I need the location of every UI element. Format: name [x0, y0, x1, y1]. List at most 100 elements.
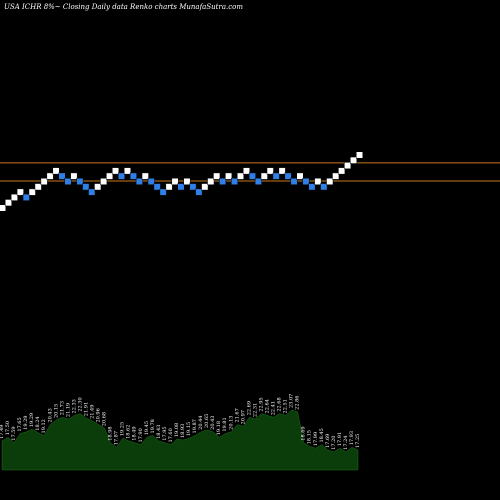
volume-label: 20.13	[228, 415, 234, 429]
volume-label: 18.62	[126, 425, 132, 439]
volume-label: 18.69	[301, 426, 307, 440]
renko-brick-down	[135, 177, 143, 185]
volume-label: 22.69	[246, 401, 252, 415]
volume-label: 19.12	[41, 419, 47, 433]
volume-label: 17.99	[313, 432, 319, 446]
volume-label: 18.43	[156, 425, 162, 439]
volume-label: 19.45	[144, 421, 150, 435]
volume-label: 20.68	[102, 412, 108, 426]
renko-brick-up	[94, 183, 102, 191]
volume-label: 17.25	[355, 434, 361, 448]
volume-label: 19.18	[216, 421, 222, 435]
renko-brick-up	[338, 167, 346, 175]
volume-label: 20.96	[96, 408, 102, 422]
renko-brick-up	[207, 177, 215, 185]
volume-label: 22.31	[252, 403, 258, 417]
volume-label: 22.95	[258, 397, 264, 411]
renko-brick-down	[64, 177, 72, 185]
renko-brick-up	[356, 151, 363, 159]
chart-title: USA ICHR 8%~ Closing Daily data Renko ch…	[4, 3, 243, 11]
volume-label: 21.19	[65, 403, 71, 417]
volume-label: 21.73	[59, 401, 65, 415]
renko-brick-up	[344, 162, 352, 170]
renko-brick-up	[201, 183, 209, 191]
renko-brick-up	[46, 172, 54, 180]
renko-brick-down	[248, 172, 256, 180]
renko-brick-down	[58, 172, 66, 180]
renko-brick-down	[284, 172, 292, 180]
renko-brick-down	[195, 188, 203, 196]
volume-label: 21.49	[90, 405, 96, 419]
volume-label: 19.78	[150, 419, 156, 433]
volume-label: 19.29	[23, 415, 29, 429]
renko-brick-up	[100, 177, 108, 185]
renko-brick-up	[266, 167, 274, 175]
volume-label: 20.97	[240, 410, 246, 424]
renko-brick-down	[22, 193, 30, 201]
renko-brick-up	[141, 172, 149, 180]
renko-brick-down	[320, 183, 328, 191]
renko-brick-down	[76, 177, 84, 185]
volume-label: 18.93	[180, 424, 186, 438]
volume-label: 22.68	[277, 397, 283, 411]
renko-brick-up	[112, 167, 120, 175]
volume-area	[1, 409, 359, 471]
volume-label: 17.20	[331, 435, 337, 449]
volume-label: 22.33	[71, 399, 77, 413]
volume-label: 17.91	[337, 432, 343, 446]
renko-brick-up	[296, 172, 304, 180]
renko-bricks	[0, 151, 363, 212]
renko-brick-up	[225, 172, 233, 180]
volume-label: 17.90	[138, 428, 144, 442]
volume-label: 20.43	[47, 408, 53, 422]
volume-label: 17.93	[349, 431, 355, 445]
volume-label: 20.44	[198, 415, 204, 429]
renko-brick-down	[219, 177, 227, 185]
renko-brick-down	[290, 177, 298, 185]
volume-label: 19.08	[174, 423, 180, 437]
renko-brick-up	[213, 172, 221, 180]
volume-label: 23.07	[289, 394, 295, 408]
volume-label: 22.41	[271, 401, 277, 415]
renko-brick-down	[88, 188, 96, 196]
renko-brick-down	[231, 177, 239, 185]
volume-label: 20.65	[204, 414, 210, 428]
volume-label: 21.91	[83, 402, 89, 416]
renko-brick-up	[237, 172, 244, 180]
volume-label: 19.15	[186, 422, 192, 436]
volume-label: 19.29	[29, 413, 35, 427]
renko-brick-up	[4, 199, 12, 207]
renko-brick-down	[118, 172, 125, 180]
volume-label: 19.87	[192, 419, 198, 433]
renko-brick-up	[28, 188, 36, 196]
renko-brick-down	[82, 183, 90, 191]
renko-brick-up	[70, 172, 78, 180]
renko-brick-up	[326, 177, 334, 185]
renko-brick-up	[332, 172, 340, 180]
volume-label: 20.43	[210, 415, 216, 429]
renko-brick-down	[254, 177, 262, 185]
volume-label: 17.87	[114, 431, 120, 445]
volume-label: 20.15	[53, 404, 59, 418]
renko-brick-up	[52, 167, 60, 175]
volume-label: 18.49	[132, 426, 138, 440]
renko-brick-up	[40, 177, 48, 185]
renko-brick-up	[16, 188, 24, 196]
renko-brick-up	[350, 156, 358, 164]
renko-brick-down	[272, 172, 280, 180]
volume-label: 18.45	[319, 428, 325, 442]
volume-label: 17.65	[17, 417, 23, 431]
volume-label: 17.50	[5, 421, 11, 435]
volume-label: 17.24	[343, 435, 349, 449]
renko-brick-up	[278, 167, 286, 175]
volume-label: 19.25	[120, 422, 126, 436]
volume-label: 17.59	[11, 426, 17, 440]
volume-label: 22.51	[283, 399, 289, 413]
volume-label: 22.64	[264, 399, 270, 413]
renko-brick-up	[106, 172, 114, 180]
renko-brick-up	[123, 167, 131, 175]
volume-label: 17.69	[325, 434, 331, 448]
renko-brick-up	[0, 204, 6, 212]
renko-brick-down	[129, 172, 137, 180]
